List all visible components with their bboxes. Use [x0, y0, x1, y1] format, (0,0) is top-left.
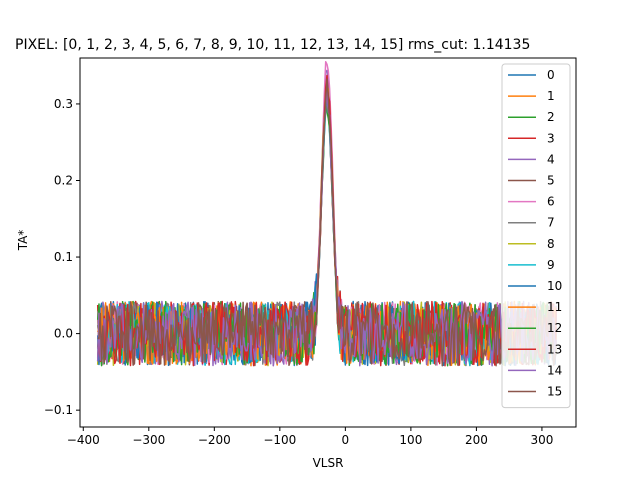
x-tick-label: 200 — [465, 433, 488, 447]
x-tick-label: −200 — [198, 433, 231, 447]
y-axis: −0.1 0.0 0.1 0.2 0.3 — [44, 97, 80, 417]
y-axis-label: TA* — [16, 230, 30, 252]
legend-label-15: 15 — [547, 385, 562, 399]
chart-title: PIXEL: [0, 1, 2, 3, 4, 5, 6, 7, 8, 9, 10… — [15, 37, 530, 53]
x-tick-label: −100 — [263, 433, 296, 447]
legend-label-10: 10 — [547, 279, 562, 293]
y-tick-label: 0.1 — [54, 250, 73, 264]
legend-label-6: 6 — [547, 195, 555, 209]
legend-label-12: 12 — [547, 321, 562, 335]
legend-label-3: 3 — [547, 131, 555, 145]
x-tick-label: −400 — [67, 433, 100, 447]
x-tick-label: 0 — [342, 433, 350, 447]
series-line-15 — [97, 78, 558, 367]
series-layer — [96, 60, 558, 367]
legend-label-1: 1 — [547, 89, 555, 103]
legend-label-8: 8 — [547, 237, 555, 251]
y-tick-label: 0.2 — [54, 173, 73, 187]
legend-label-4: 4 — [547, 152, 555, 166]
legend-label-14: 14 — [547, 363, 562, 377]
y-tick-label: 0.0 — [54, 327, 73, 341]
legend-label-0: 0 — [547, 68, 555, 82]
axes-frame — [79, 57, 577, 428]
legend-label-7: 7 — [547, 216, 555, 230]
legend-label-2: 2 — [547, 110, 555, 124]
legend-label-11: 11 — [547, 300, 562, 314]
x-axis-label: VLSR — [313, 456, 344, 470]
y-tick-label: 0.3 — [54, 97, 73, 111]
legend-label-13: 13 — [547, 342, 562, 356]
x-axis: −400 −300 −200 −100 0 100 200 300 — [67, 427, 553, 447]
series-line-14 — [96, 86, 558, 367]
x-tick-label: 300 — [530, 433, 553, 447]
legend-label-5: 5 — [547, 174, 555, 188]
x-tick-label: 100 — [399, 433, 422, 447]
x-tick-label: −300 — [132, 433, 165, 447]
legend-box — [501, 63, 571, 409]
y-tick-label: −0.1 — [44, 403, 73, 417]
legend-label-9: 9 — [547, 258, 555, 272]
